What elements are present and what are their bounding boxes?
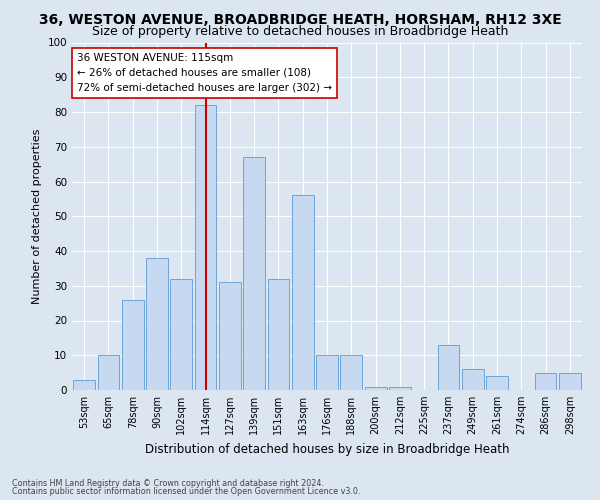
Bar [97, 355, 119, 390]
Bar [122, 300, 143, 390]
Bar [292, 196, 314, 390]
Bar [194, 105, 217, 390]
Bar [462, 369, 484, 390]
Text: Contains HM Land Registry data © Crown copyright and database right 2024.: Contains HM Land Registry data © Crown c… [12, 478, 324, 488]
Bar [146, 258, 168, 390]
Bar [73, 380, 95, 390]
Bar [243, 157, 265, 390]
Bar [219, 282, 241, 390]
Text: 36, WESTON AVENUE, BROADBRIDGE HEATH, HORSHAM, RH12 3XE: 36, WESTON AVENUE, BROADBRIDGE HEATH, HO… [38, 12, 562, 26]
Text: Contains public sector information licensed under the Open Government Licence v3: Contains public sector information licen… [12, 487, 361, 496]
Text: Size of property relative to detached houses in Broadbridge Heath: Size of property relative to detached ho… [92, 25, 508, 38]
Bar [535, 372, 556, 390]
Bar [268, 279, 289, 390]
Bar [340, 355, 362, 390]
Bar [365, 386, 386, 390]
Bar [389, 386, 411, 390]
Bar [486, 376, 508, 390]
Text: 36 WESTON AVENUE: 115sqm
← 26% of detached houses are smaller (108)
72% of semi-: 36 WESTON AVENUE: 115sqm ← 26% of detach… [77, 53, 332, 92]
X-axis label: Distribution of detached houses by size in Broadbridge Heath: Distribution of detached houses by size … [145, 442, 509, 456]
Bar [316, 355, 338, 390]
Y-axis label: Number of detached properties: Number of detached properties [32, 128, 42, 304]
Bar [437, 345, 460, 390]
Bar [170, 279, 192, 390]
Bar [559, 372, 581, 390]
